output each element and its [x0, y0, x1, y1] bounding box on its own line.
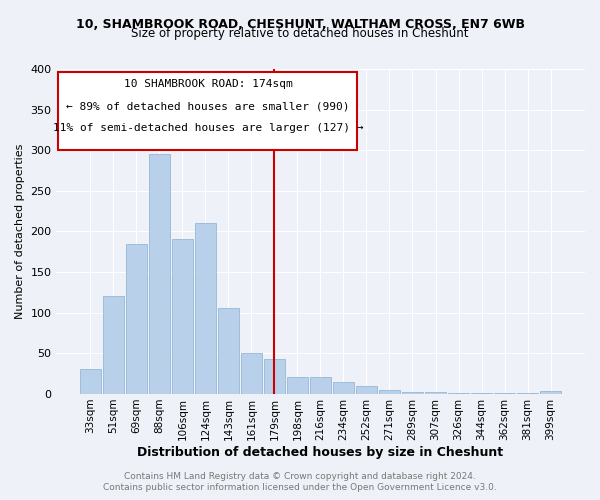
Bar — [333, 382, 354, 394]
Bar — [241, 353, 262, 394]
Bar — [494, 393, 515, 394]
Bar — [356, 386, 377, 394]
Bar — [103, 296, 124, 394]
Text: Contains HM Land Registry data © Crown copyright and database right 2024.
Contai: Contains HM Land Registry data © Crown c… — [103, 472, 497, 492]
Bar — [425, 392, 446, 394]
Bar — [540, 392, 561, 394]
Text: 10 SHAMBROOK ROAD: 174sqm: 10 SHAMBROOK ROAD: 174sqm — [124, 78, 292, 88]
Text: 10, SHAMBROOK ROAD, CHESHUNT, WALTHAM CROSS, EN7 6WB: 10, SHAMBROOK ROAD, CHESHUNT, WALTHAM CR… — [76, 18, 524, 30]
Bar — [402, 392, 423, 394]
Bar — [471, 393, 492, 394]
Bar — [80, 370, 101, 394]
Bar — [58, 72, 358, 150]
Bar — [126, 244, 146, 394]
Bar — [264, 359, 285, 394]
Bar — [149, 154, 170, 394]
X-axis label: Distribution of detached houses by size in Cheshunt: Distribution of detached houses by size … — [137, 446, 503, 458]
Text: 11% of semi-detached houses are larger (127) →: 11% of semi-detached houses are larger (… — [53, 124, 363, 134]
Bar — [310, 376, 331, 394]
Text: ← 89% of detached houses are smaller (990): ← 89% of detached houses are smaller (99… — [66, 101, 350, 111]
Bar — [172, 240, 193, 394]
Bar — [379, 390, 400, 394]
Bar — [218, 308, 239, 394]
Bar — [517, 393, 538, 394]
Bar — [287, 376, 308, 394]
Bar — [448, 393, 469, 394]
Bar — [195, 223, 215, 394]
Y-axis label: Number of detached properties: Number of detached properties — [15, 144, 25, 319]
Text: Size of property relative to detached houses in Cheshunt: Size of property relative to detached ho… — [131, 28, 469, 40]
